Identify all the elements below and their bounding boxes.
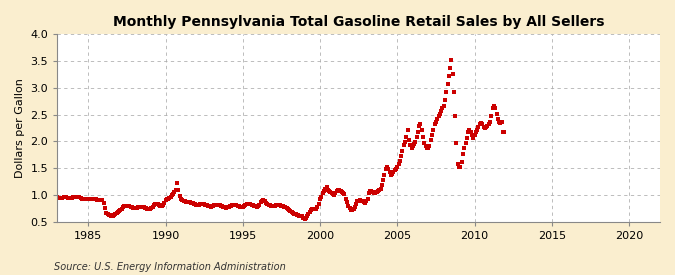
Title: Monthly Pennsylvania Total Gasoline Retail Sales by All Sellers: Monthly Pennsylvania Total Gasoline Reta… — [113, 15, 604, 29]
Text: Source: U.S. Energy Information Administration: Source: U.S. Energy Information Administ… — [54, 262, 286, 272]
Y-axis label: Dollars per Gallon: Dollars per Gallon — [15, 78, 25, 178]
